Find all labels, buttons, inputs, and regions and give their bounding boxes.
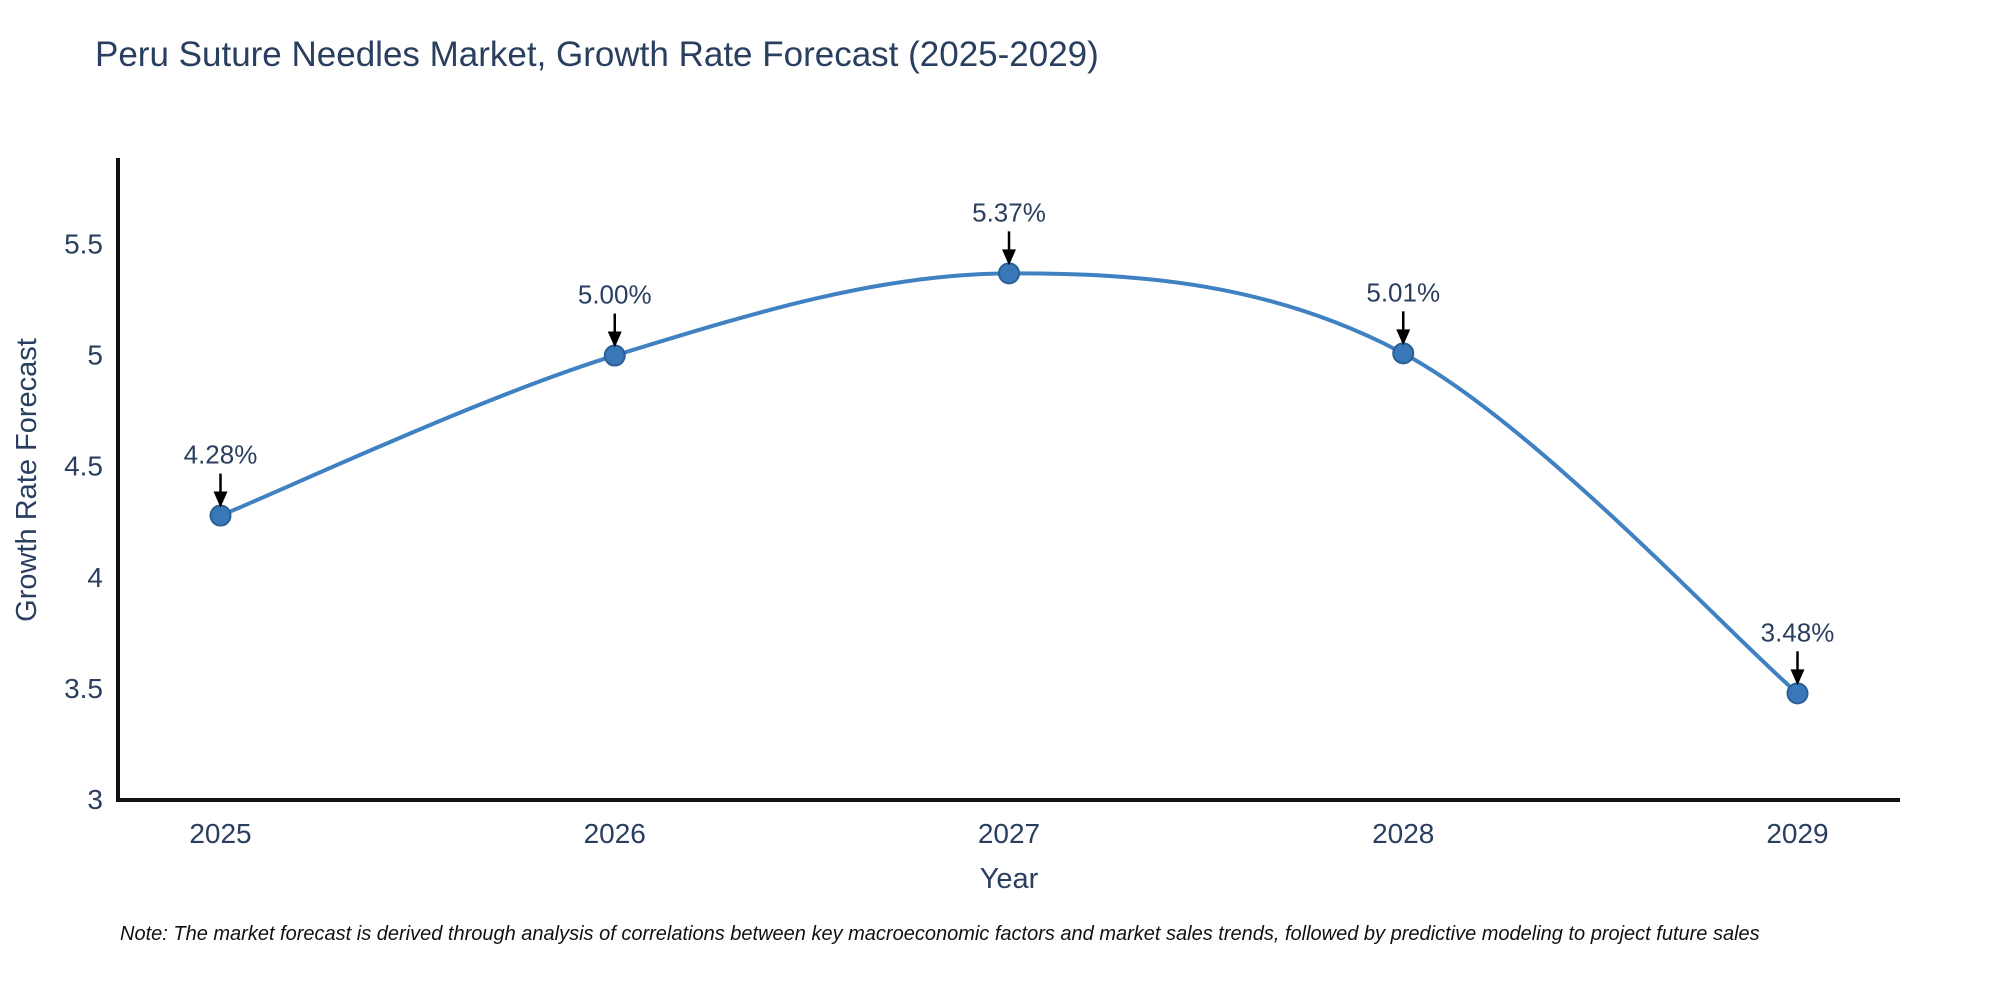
- y-tick-label: 4.5: [64, 451, 103, 482]
- data-point-label: 5.00%: [578, 280, 652, 310]
- y-tick-label: 4: [87, 562, 103, 593]
- y-tick-label: 5: [87, 340, 103, 371]
- annotation-arrowhead-icon: [607, 331, 622, 348]
- annotation-arrowhead-icon: [1790, 669, 1805, 686]
- footnote: Note: The market forecast is derived thr…: [120, 923, 1760, 945]
- annotations: 4.28% 5.00% 5.37% 5.01% 3.48%: [184, 197, 1835, 686]
- annotation-arrowhead-icon: [213, 491, 228, 508]
- chart-title: Peru Suture Needles Market, Growth Rate …: [95, 35, 1099, 74]
- annotation: 5.37%: [972, 197, 1046, 266]
- x-tick-label: 2025: [189, 818, 251, 849]
- y-tick-label: 3: [87, 784, 103, 815]
- data-point-label: 3.48%: [1761, 617, 1835, 647]
- x-axis-ticks: 2025 2026 2027 2028 2029: [189, 818, 1828, 849]
- annotation: 5.00%: [578, 280, 652, 348]
- annotation: 4.28%: [184, 440, 258, 508]
- data-point-markers: [209, 262, 1809, 705]
- y-axis-title: Growth Rate Forecast: [11, 338, 43, 622]
- data-point-marker: [603, 344, 626, 367]
- x-tick-label: 2026: [584, 818, 646, 849]
- annotation: 5.01%: [1366, 277, 1440, 346]
- annotation-arrowhead-icon: [1002, 249, 1016, 266]
- data-point-marker: [1786, 682, 1809, 705]
- data-point-label: 5.01%: [1366, 277, 1440, 307]
- x-axis-title: Year: [980, 863, 1039, 895]
- data-point-label: 5.37%: [972, 197, 1046, 227]
- data-point-label: 4.28%: [184, 440, 258, 470]
- data-point-marker: [1392, 342, 1415, 365]
- forecast-line: [218, 271, 1800, 696]
- y-axis-ticks: 5.5 5 4.5 4 3.5 3: [64, 228, 103, 815]
- x-tick-label: 2029: [1766, 818, 1828, 849]
- annotation-arrowhead-icon: [1396, 329, 1411, 346]
- x-tick-label: 2027: [978, 818, 1040, 849]
- y-tick-label: 3.5: [64, 673, 103, 704]
- y-tick-label: 5.5: [64, 228, 103, 259]
- data-point-marker: [998, 262, 1020, 285]
- data-point-marker: [209, 504, 232, 527]
- annotation: 3.48%: [1761, 617, 1835, 686]
- x-tick-label: 2028: [1372, 818, 1434, 849]
